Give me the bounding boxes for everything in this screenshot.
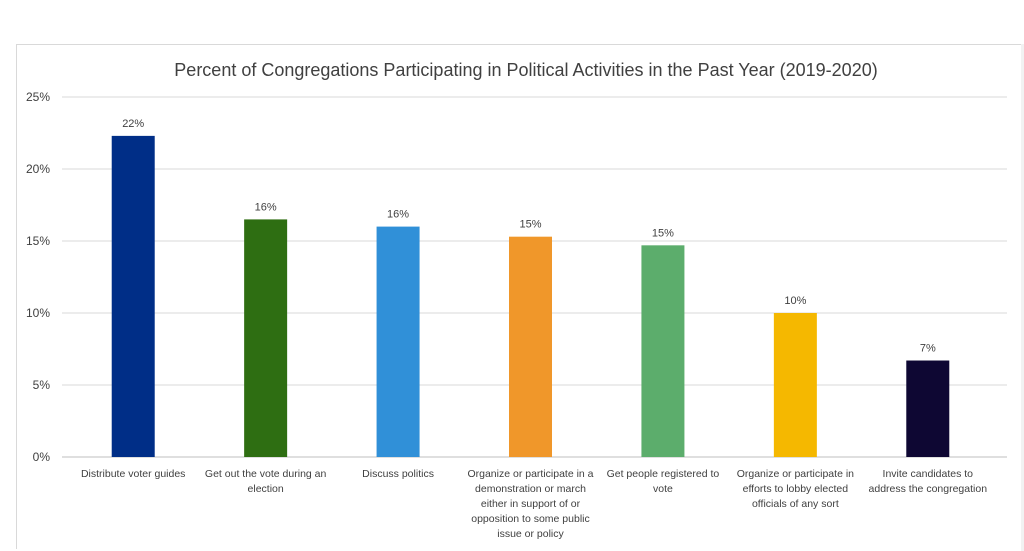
- bar: [773, 313, 817, 457]
- y-tick-label: 5%: [33, 378, 51, 392]
- x-tick-label: Discuss politics: [362, 468, 434, 480]
- data-label: 16%: [387, 209, 409, 221]
- y-axis: 0% 5% 10% 15% 20% 25%: [26, 90, 50, 464]
- x-axis: Distribute voter guides Get out the vote …: [81, 468, 987, 540]
- chart-frame: [16, 44, 1022, 549]
- chart-title: Percent of Congregations Participating i…: [174, 60, 877, 80]
- y-tick-label: 15%: [26, 234, 50, 248]
- bar: [641, 245, 685, 457]
- x-tick-label: Distribute voter guides: [81, 468, 185, 480]
- data-label: 7%: [920, 343, 936, 355]
- x-tick-label: Organize or participate in a demonstratio…: [467, 468, 593, 540]
- data-label: 15%: [519, 219, 541, 231]
- frame-edge: [1021, 44, 1024, 551]
- y-tick-label: 10%: [26, 306, 50, 320]
- data-label: 16%: [255, 201, 277, 213]
- bar: [111, 135, 155, 457]
- bar: [376, 226, 420, 457]
- x-tick-label: Get out the vote during an election: [205, 468, 327, 495]
- data-label: 22%: [122, 118, 144, 130]
- bar: [244, 219, 288, 457]
- data-label: 10%: [784, 295, 806, 307]
- y-tick-label: 20%: [26, 162, 50, 176]
- bar: [509, 236, 552, 457]
- y-tick-label: 0%: [33, 450, 51, 464]
- bars: [111, 135, 950, 457]
- x-tick-label: Get people registered to vote: [607, 468, 720, 495]
- x-tick-label: Organize or participate in efforts to lob…: [737, 468, 854, 510]
- x-tick-label: Invite candidates to address the congrega…: [869, 468, 988, 495]
- data-labels: 22% 16% 16% 15% 15% 10% 7%: [122, 118, 936, 355]
- data-label: 15%: [652, 227, 674, 239]
- y-tick-label: 25%: [26, 90, 50, 104]
- bar: [906, 360, 950, 457]
